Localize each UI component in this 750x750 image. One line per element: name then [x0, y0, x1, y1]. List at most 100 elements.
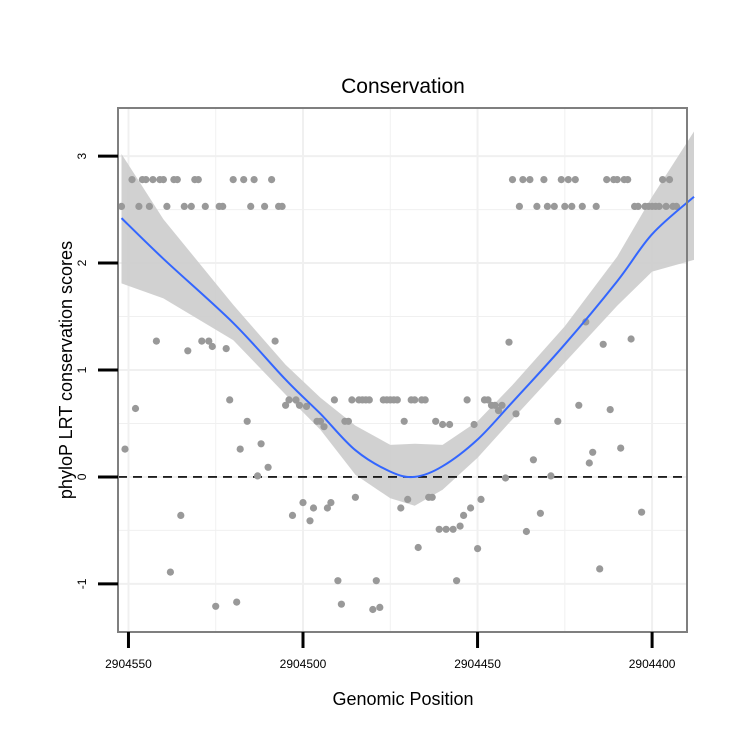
data-point	[194, 176, 202, 184]
x-axis-label: Genomic Position	[332, 689, 473, 709]
data-point	[460, 511, 468, 519]
data-point	[540, 176, 548, 184]
data-point	[180, 202, 188, 210]
data-point	[369, 605, 377, 614]
data-point	[177, 511, 185, 519]
data-point	[435, 525, 443, 533]
data-point	[173, 176, 181, 184]
data-point	[184, 347, 192, 355]
data-point	[397, 504, 405, 512]
x-tick-label: 2904400	[629, 657, 676, 671]
grid-lines	[118, 108, 687, 632]
data-point	[662, 202, 670, 210]
data-point	[229, 176, 237, 184]
data-point	[135, 202, 143, 210]
data-point	[638, 508, 646, 516]
data-point	[655, 202, 663, 210]
data-point	[592, 202, 600, 210]
data-point	[463, 396, 471, 404]
data-point	[233, 598, 241, 606]
y-tick-label: 1	[75, 366, 89, 373]
data-point	[334, 577, 342, 585]
data-point	[302, 402, 311, 410]
data-point	[474, 545, 482, 553]
data-point	[212, 602, 220, 610]
data-point	[299, 499, 307, 507]
data-point	[564, 176, 572, 184]
data-point	[268, 176, 276, 184]
data-point	[236, 445, 244, 453]
data-point	[282, 401, 290, 409]
data-point	[449, 525, 457, 533]
data-point	[428, 493, 436, 501]
data-point	[159, 176, 167, 184]
data-point	[529, 456, 538, 464]
confidence-band-layer	[121, 131, 694, 506]
data-point	[547, 472, 555, 480]
data-point	[372, 577, 380, 585]
smooth-line	[120, 196, 695, 479]
data-point	[627, 335, 635, 343]
data-point	[309, 504, 318, 512]
data-point	[128, 176, 136, 184]
data-point	[306, 517, 314, 525]
data-point	[208, 342, 216, 351]
data-point	[285, 396, 293, 404]
data-point	[316, 417, 325, 425]
data-point	[470, 420, 478, 429]
data-point	[453, 577, 461, 585]
x-tick-label: 2904550	[105, 657, 152, 671]
data-point	[477, 495, 485, 503]
data-point	[596, 565, 604, 573]
data-point	[264, 463, 272, 471]
data-point	[163, 202, 171, 210]
data-point	[557, 176, 565, 184]
data-point	[575, 401, 583, 409]
data-point	[250, 176, 258, 184]
data-point	[327, 499, 335, 507]
data-point	[348, 396, 356, 404]
data-point	[624, 176, 632, 184]
data-point	[494, 407, 503, 415]
data-point	[561, 202, 569, 210]
data-point	[634, 202, 642, 210]
data-point	[446, 420, 454, 429]
data-point	[337, 600, 345, 608]
data-point	[467, 504, 475, 512]
data-point	[672, 202, 681, 210]
data-point	[295, 401, 304, 409]
data-point	[222, 345, 230, 353]
data-point	[484, 396, 492, 404]
data-point	[117, 202, 126, 210]
data-point	[508, 176, 517, 184]
data-point	[198, 337, 206, 345]
data-point	[536, 509, 545, 517]
data-point	[442, 525, 450, 533]
data-point	[145, 202, 153, 210]
data-point	[288, 511, 297, 519]
data-point	[121, 445, 129, 453]
data-point	[456, 522, 464, 530]
data-point	[505, 338, 513, 346]
data-point	[400, 417, 408, 425]
data-point	[404, 495, 412, 503]
data-point	[421, 396, 429, 404]
data-point	[582, 318, 590, 326]
y-tick-label: 3	[75, 152, 89, 159]
data-point	[414, 543, 422, 552]
data-point	[578, 202, 586, 210]
data-point	[261, 202, 269, 210]
y-axis-label: phyloP LRT conservation scores	[56, 241, 76, 499]
data-point	[543, 202, 552, 210]
data-point	[599, 340, 607, 348]
y-tick-label: -1	[75, 578, 89, 589]
smooth-line-layer	[120, 196, 695, 479]
x-axis-ticks: 2904550 2904500 2904450 2904400	[105, 632, 676, 671]
data-point	[491, 401, 499, 409]
data-point	[522, 527, 531, 536]
data-point	[439, 420, 447, 429]
data-point	[393, 396, 401, 404]
data-point	[606, 406, 614, 414]
data-point	[323, 504, 331, 512]
x-tick-label: 2904500	[280, 657, 327, 671]
